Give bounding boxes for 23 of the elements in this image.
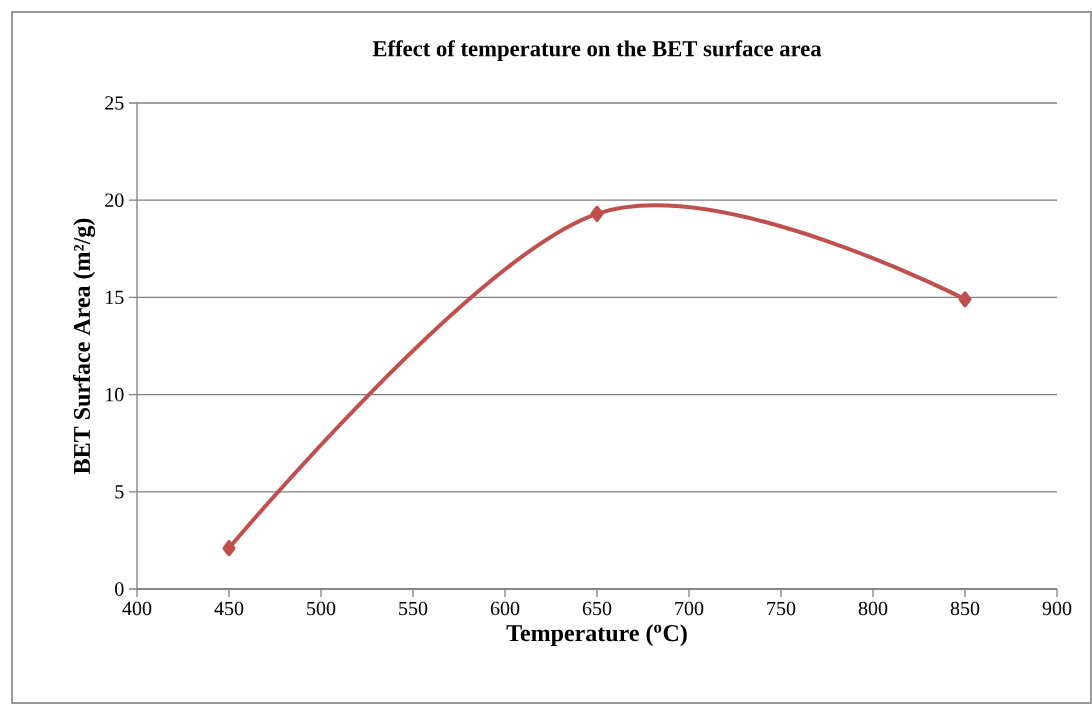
x-tick-label: 450 (214, 601, 244, 616)
x-tick-label: 850 (950, 601, 980, 616)
x-tick-label: 700 (675, 601, 704, 616)
x-tick-label: 800 (858, 601, 888, 616)
x-tick-label: 600 (490, 601, 520, 616)
x-tick-label: 550 (399, 601, 428, 616)
y-tick-label: 5 (115, 485, 124, 499)
x-axis-title: Temperature ($^{o}$C) (506, 624, 687, 647)
x-tick-label: 650 (582, 601, 612, 616)
y-tick-label: 20 (105, 193, 124, 207)
y-tick-label: 15 (106, 290, 124, 305)
x-tick-label: 500 (307, 601, 336, 616)
y-tick-label: 10 (106, 387, 124, 402)
chart-title: Effect of temperature on the BET surface area (372, 40, 822, 61)
point (590, 205, 604, 222)
x-tick-label: 900 (1042, 601, 1072, 616)
y-tick-label: 25 (105, 96, 124, 110)
x-tick-label: 750 (767, 601, 796, 616)
point (958, 291, 972, 308)
x-tick-label: 400 (122, 601, 152, 616)
y-axis-title: BET Surface Area (m²/g) (72, 218, 96, 474)
y-tick-label: 0 (115, 582, 124, 596)
point (222, 540, 236, 557)
